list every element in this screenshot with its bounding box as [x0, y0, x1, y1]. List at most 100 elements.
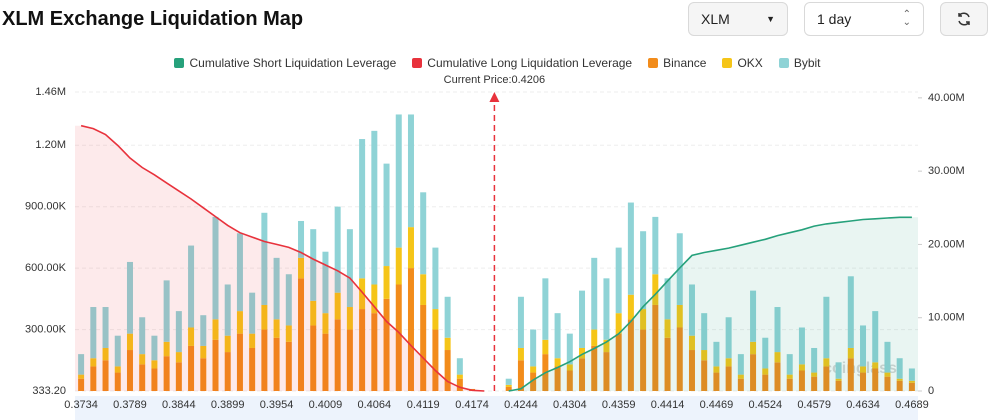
bar-segment — [688, 335, 695, 351]
bar-segment — [823, 296, 830, 359]
bar-segment — [652, 216, 659, 275]
bar-segment — [750, 290, 757, 342]
bar-segment — [860, 366, 867, 373]
bar-segment — [310, 229, 317, 301]
dropdown-arrow: ▼ — [766, 14, 775, 24]
bar-segment — [762, 337, 769, 369]
bar-segment — [554, 366, 561, 391]
bar-segment — [102, 360, 109, 391]
bar-segment — [676, 304, 683, 328]
bar-segment — [908, 382, 915, 391]
legend-item[interactable]: Cumulative Short Liquidation Leverage — [174, 56, 396, 70]
bar-segment — [163, 341, 170, 357]
legend-label: Bybit — [793, 56, 821, 70]
bar-segment — [750, 354, 757, 391]
bar-segment — [90, 366, 97, 391]
refresh-button[interactable] — [940, 2, 988, 36]
bar-segment — [835, 380, 842, 391]
bar-segment — [627, 202, 634, 295]
bar-segment — [114, 372, 121, 391]
bar-segment — [798, 370, 805, 391]
bar-segment — [249, 347, 256, 391]
y-tick-label: 900.00K — [25, 201, 67, 213]
bar-segment — [420, 274, 427, 305]
bar-segment — [615, 333, 622, 391]
bar-segment — [823, 366, 830, 391]
bar-segment — [676, 327, 683, 391]
bar-segment — [175, 352, 182, 363]
bar-segment — [908, 380, 915, 383]
interval-select[interactable]: 1 day ⌃ ⌄ — [804, 2, 924, 36]
bar-segment — [786, 354, 793, 375]
bar-segment — [126, 261, 133, 334]
bar-segment — [908, 368, 915, 381]
refresh-icon — [958, 12, 970, 26]
legend-label: Cumulative Short Liquidation Leverage — [189, 56, 397, 70]
x-tick-label: 0.3954 — [260, 399, 294, 411]
bar-segment — [200, 315, 207, 346]
bar-segment — [701, 350, 708, 361]
bar-segment — [200, 358, 207, 391]
bar-segment — [249, 333, 256, 348]
bar-segment — [298, 220, 305, 258]
bar-segment — [774, 307, 781, 353]
legend-item[interactable]: Bybit — [778, 56, 821, 70]
bar-segment — [566, 370, 573, 391]
bar-segment — [163, 280, 170, 342]
x-tick-label: 0.3844 — [162, 399, 196, 411]
line-area — [508, 217, 918, 391]
legend-label: Binance — [663, 56, 707, 70]
bar-segment — [786, 378, 793, 391]
bar-segment — [603, 278, 610, 340]
legend-item[interactable]: Cumulative Long Liquidation Leverage — [412, 56, 632, 70]
bar-segment — [322, 251, 329, 314]
bar-segment — [322, 333, 329, 391]
bar-segment — [212, 319, 219, 340]
bar-segment — [102, 307, 109, 348]
bar-segment — [273, 337, 280, 391]
bar-segment — [371, 130, 378, 285]
bar-segment — [896, 380, 903, 391]
legend-item[interactable]: Binance — [648, 56, 706, 70]
bar-segment — [664, 319, 671, 338]
bar-segment — [78, 354, 85, 375]
bar-segment — [383, 266, 390, 299]
bar-segment — [798, 327, 805, 365]
legend-swatch — [174, 58, 185, 68]
bar-segment — [530, 372, 537, 391]
bar-segment — [102, 347, 109, 361]
symbol-select[interactable]: XLM ▼ — [688, 2, 788, 36]
bar-segment — [236, 311, 243, 334]
bar-segment — [737, 378, 744, 391]
bar-segment — [285, 341, 292, 391]
legend-item[interactable]: OKX — [722, 56, 763, 70]
bar-segment — [151, 335, 158, 361]
bar-segment — [200, 345, 207, 359]
bar-segment — [224, 335, 231, 353]
bar-segment — [884, 341, 891, 373]
bar-segment — [811, 347, 818, 373]
bar-segment — [664, 278, 671, 320]
bar-segment — [224, 284, 231, 336]
bar-segment — [432, 247, 439, 310]
bar-segment — [261, 212, 268, 305]
bar-segment — [701, 360, 708, 391]
bar-segment — [750, 341, 757, 355]
y2-tick-label: 40.00M — [928, 92, 965, 104]
bar-segment — [444, 350, 451, 391]
bar-segment — [554, 358, 561, 367]
bar-segment — [762, 368, 769, 375]
bar-segment — [676, 233, 683, 305]
bar-segment — [615, 313, 622, 334]
bar-segment — [346, 229, 353, 308]
bar-segment — [688, 350, 695, 391]
bar-segment — [786, 374, 793, 379]
bar-segment — [872, 311, 879, 363]
bar-segment — [847, 276, 854, 348]
bar-segment — [346, 329, 353, 391]
bar-segment — [139, 317, 146, 355]
x-tick-label: 0.4469 — [700, 399, 734, 411]
y-tick-label: 1.20M — [35, 139, 66, 151]
bar-segment — [701, 313, 708, 351]
